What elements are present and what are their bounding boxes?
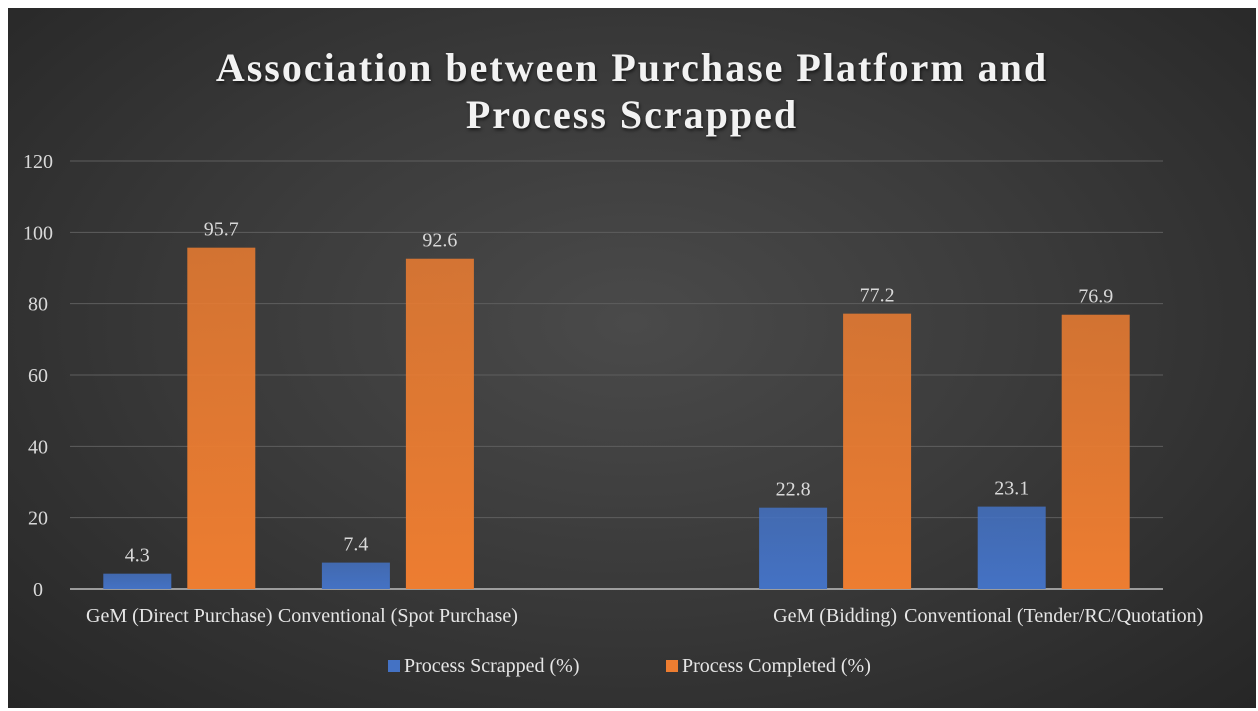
chart-svg: 0 20 40 60 80 100 120 4.3 95.7 GeM (Direct Purcha… (23, 151, 1203, 677)
x-category-label: Conventional (Spot Purchase) (278, 605, 518, 627)
y-tick-label: 120 (23, 151, 53, 173)
data-label: 92.6 (422, 230, 457, 252)
bar (321, 562, 390, 589)
bar (103, 573, 172, 589)
legend-label: Process Scrapped (%) (404, 655, 580, 677)
y-tick-label: 60 (28, 365, 48, 387)
legend-label: Process Completed (%) (682, 655, 871, 677)
data-label: 7.4 (343, 534, 368, 556)
bar (759, 507, 828, 589)
legend-swatch (388, 660, 400, 672)
data-label: 22.8 (776, 479, 811, 501)
data-label: 76.9 (1078, 286, 1113, 308)
bar (843, 313, 912, 589)
chart-title-line-1: Association between Purchase Platform an… (215, 45, 1049, 90)
y-tick-label: 0 (33, 579, 43, 601)
bar (977, 506, 1046, 589)
y-tick-label: 80 (28, 294, 48, 316)
y-tick-label: 20 (28, 508, 48, 530)
bar (187, 247, 256, 590)
y-tick-label: 40 (28, 436, 48, 458)
bar (405, 258, 474, 589)
data-label: 95.7 (204, 219, 239, 241)
x-category-label: GeM (Bidding) (773, 605, 897, 627)
legend-swatch (666, 660, 678, 672)
bar (1061, 314, 1130, 589)
data-label: 23.1 (994, 478, 1029, 500)
y-tick-label: 100 (23, 222, 53, 244)
chart-title-line-2: Process Scrapped (465, 92, 799, 137)
chart-frame: Association between Purchase Platform an… (8, 8, 1256, 708)
x-category-label: GeM (Direct Purchase) (86, 605, 273, 627)
x-category-label: Conventional (Tender/RC/Quotation) (904, 605, 1203, 627)
data-label: 77.2 (860, 285, 895, 307)
data-label: 4.3 (125, 545, 150, 567)
